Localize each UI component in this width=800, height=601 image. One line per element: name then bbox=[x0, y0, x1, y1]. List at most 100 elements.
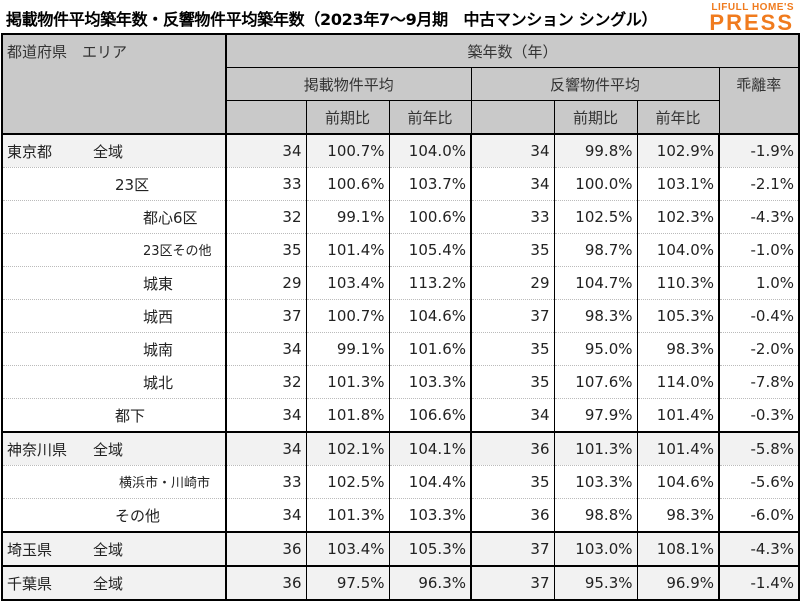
listed-qoq: 102.1% bbox=[305, 431, 390, 466]
divergence-rate: -1.0% bbox=[717, 233, 800, 267]
header-response-average: 反響物件平均 bbox=[470, 67, 720, 101]
listed-age: 34 bbox=[225, 498, 307, 532]
lifull-homes-press-logo: LIFULL HOME'S PRESS bbox=[709, 2, 794, 35]
row-label: その他 bbox=[1, 498, 227, 532]
table-row: 城東 29 103.4% 113.2% 29 104.7% 110.3% 1.0% bbox=[1, 266, 800, 300]
listed-yoy: 103.7% bbox=[388, 167, 472, 201]
response-yoy: 101.4% bbox=[636, 431, 720, 466]
divergence-rate: -1.4% bbox=[717, 565, 800, 600]
response-age: 29 bbox=[470, 266, 555, 300]
header-response-blank bbox=[470, 100, 555, 135]
listed-yoy: 100.6% bbox=[388, 200, 472, 234]
area: 城南 bbox=[143, 341, 174, 359]
area: 都下 bbox=[115, 407, 146, 425]
prefecture: 神奈川県 bbox=[7, 440, 68, 459]
row-label: 23区 bbox=[1, 167, 227, 201]
divergence-rate: -4.3% bbox=[717, 200, 800, 234]
listed-yoy: 104.4% bbox=[388, 465, 472, 499]
response-yoy: 114.0% bbox=[636, 365, 720, 399]
table-row: 都下 34 101.8% 106.6% 34 97.9% 101.4% -0.3% bbox=[1, 398, 800, 432]
response-age: 35 bbox=[470, 465, 555, 499]
listed-qoq: 97.5% bbox=[305, 565, 390, 600]
divergence-rate: -1.9% bbox=[717, 133, 800, 168]
header-response-qoq: 前期比 bbox=[553, 100, 638, 135]
listed-yoy: 104.6% bbox=[388, 299, 472, 333]
response-yoy: 105.3% bbox=[636, 299, 720, 333]
row-label: 東京都 全域 bbox=[1, 133, 227, 168]
row-label: 埼玉県 全域 bbox=[1, 531, 227, 566]
response-qoq: 101.3% bbox=[553, 431, 638, 466]
table-row: 東京都 全域 34 100.7% 104.0% 34 99.8% 102.9% -1.9% bbox=[1, 133, 800, 168]
response-yoy: 104.0% bbox=[636, 233, 720, 267]
area: 城西 bbox=[143, 308, 174, 326]
area: 全域 bbox=[93, 575, 124, 593]
divergence-rate: -2.0% bbox=[717, 332, 800, 366]
listed-age: 37 bbox=[225, 299, 307, 333]
response-age: 33 bbox=[470, 200, 555, 234]
area: 全域 bbox=[93, 541, 124, 559]
listed-yoy: 103.3% bbox=[388, 365, 472, 399]
response-yoy: 96.9% bbox=[636, 565, 720, 600]
divergence-rate: -4.3% bbox=[717, 531, 800, 566]
area: 全域 bbox=[93, 441, 124, 459]
response-qoq: 104.7% bbox=[553, 266, 638, 300]
listed-age: 34 bbox=[225, 332, 307, 366]
listed-qoq: 100.7% bbox=[305, 299, 390, 333]
listed-qoq: 103.4% bbox=[305, 531, 390, 566]
header-response-yoy: 前年比 bbox=[636, 100, 720, 135]
response-yoy: 102.9% bbox=[636, 133, 720, 168]
divergence-rate: -6.0% bbox=[717, 498, 800, 532]
listed-yoy: 101.6% bbox=[388, 332, 472, 366]
response-age: 35 bbox=[470, 233, 555, 267]
listed-qoq: 103.4% bbox=[305, 266, 390, 300]
response-age: 34 bbox=[470, 133, 555, 168]
area: 横浜市・川崎市 bbox=[119, 476, 211, 491]
response-qoq: 95.3% bbox=[553, 565, 638, 600]
table-row: 城南 34 99.1% 101.6% 35 95.0% 98.3% -2.0% bbox=[1, 332, 800, 366]
prefecture: 東京都 bbox=[7, 142, 53, 161]
response-age: 35 bbox=[470, 365, 555, 399]
area: その他 bbox=[115, 507, 161, 525]
table-row: 神奈川県 全域 34 102.1% 104.1% 36 101.3% 101.4% -5.8% bbox=[1, 431, 800, 466]
response-age: 36 bbox=[470, 498, 555, 532]
row-label: 城東 bbox=[1, 266, 227, 300]
response-qoq: 100.0% bbox=[553, 167, 638, 201]
response-age: 37 bbox=[470, 299, 555, 333]
response-yoy: 98.3% bbox=[636, 498, 720, 532]
header-listed-qoq: 前期比 bbox=[305, 100, 390, 135]
listed-yoy: 105.3% bbox=[388, 531, 472, 566]
divergence-rate: -2.1% bbox=[717, 167, 800, 201]
listed-yoy: 96.3% bbox=[388, 565, 472, 600]
response-qoq: 99.8% bbox=[553, 133, 638, 168]
response-age: 37 bbox=[470, 531, 555, 566]
listed-yoy: 104.0% bbox=[388, 133, 472, 168]
row-label: 城南 bbox=[1, 332, 227, 366]
listed-yoy: 106.6% bbox=[388, 398, 472, 432]
header-listed-average: 掲載物件平均 bbox=[225, 67, 472, 101]
logo-line2: PRESS bbox=[709, 10, 794, 35]
listed-qoq: 101.3% bbox=[305, 498, 390, 532]
response-age: 37 bbox=[470, 565, 555, 600]
listed-yoy: 103.3% bbox=[388, 498, 472, 532]
header-prefecture-area: 都道府県 エリア bbox=[1, 33, 227, 135]
divergence-rate: -0.3% bbox=[717, 398, 800, 432]
area: 城北 bbox=[143, 374, 174, 392]
row-label: 城北 bbox=[1, 365, 227, 399]
listed-yoy: 113.2% bbox=[388, 266, 472, 300]
row-label: 都下 bbox=[1, 398, 227, 432]
response-qoq: 97.9% bbox=[553, 398, 638, 432]
listed-yoy: 104.1% bbox=[388, 431, 472, 466]
header-listed-blank bbox=[225, 100, 307, 135]
listed-qoq: 99.1% bbox=[305, 200, 390, 234]
response-age: 34 bbox=[470, 398, 555, 432]
response-age: 36 bbox=[470, 431, 555, 466]
prefecture: 千葉県 bbox=[7, 574, 53, 593]
listed-qoq: 102.5% bbox=[305, 465, 390, 499]
divergence-rate: -5.6% bbox=[717, 465, 800, 499]
divergence-rate: -0.4% bbox=[717, 299, 800, 333]
table-row: その他 34 101.3% 103.3% 36 98.8% 98.3% -6.0% bbox=[1, 498, 800, 532]
listed-age: 29 bbox=[225, 266, 307, 300]
page-title: 掲載物件平均築年数・反響物件平均築年数（2023年7～9月期 中古マンション シ… bbox=[6, 10, 658, 29]
response-age: 34 bbox=[470, 167, 555, 201]
response-qoq: 102.5% bbox=[553, 200, 638, 234]
